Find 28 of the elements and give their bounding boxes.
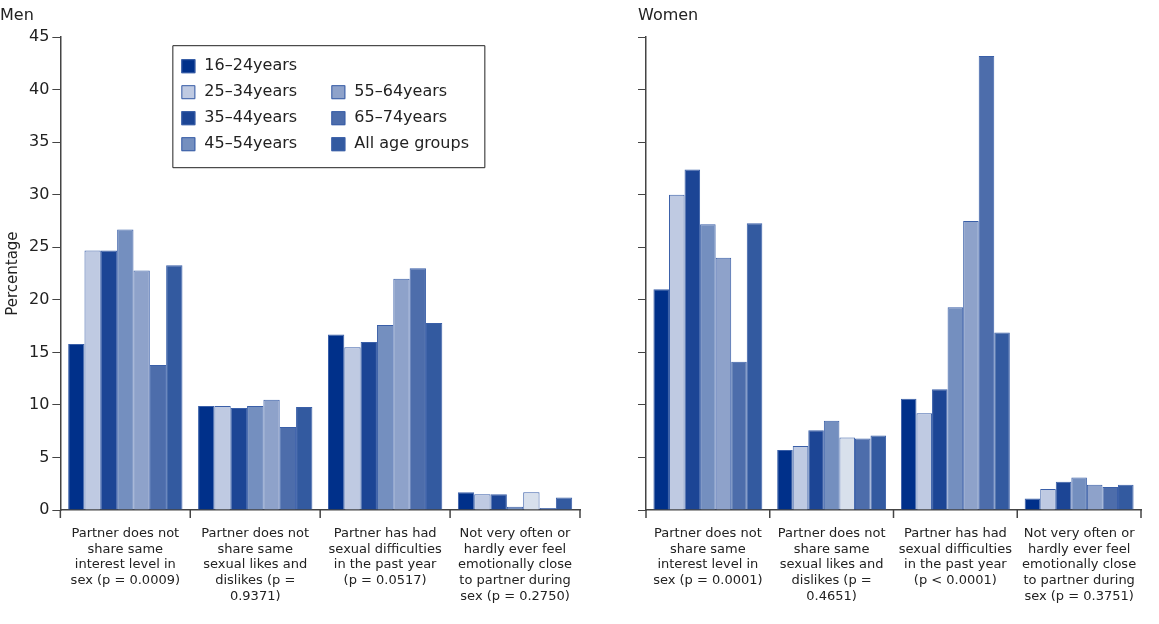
y-tick-label: 0 — [39, 499, 50, 519]
y-axis-title: Percentage — [2, 231, 21, 316]
legend-label: 55–64years — [354, 81, 448, 101]
y-tick-label: 30 — [29, 183, 50, 203]
chart-title: Men — [0, 4, 34, 24]
x-tick-label: Partner does not share same sexual likes and dislikes (p = 0.4651) — [777, 525, 886, 603]
y-tick-label: 20 — [29, 289, 50, 309]
x-tick-label: Partner does not share same interest level in sex (p = 0.0009) — [70, 525, 181, 587]
y-tick-label: 15 — [29, 341, 50, 361]
y-tick-label: 35 — [29, 131, 50, 151]
y-tick-label: 40 — [29, 78, 50, 98]
x-tick-label: Partner does not share same interest level in sex (p = 0.0001) — [653, 525, 763, 587]
legend-label: 65–74years — [354, 107, 448, 127]
x-tick-label: Partner has had sexual difficulties in the past year (p < 0.0001) — [898, 525, 1013, 587]
legend-label: 35–44years — [204, 107, 298, 127]
x-tick-label: Not very often or hardly ever feel emotionally close to partner during sex (p = 0.3751) — [1022, 525, 1137, 603]
y-tick-label: 25 — [29, 236, 50, 256]
legend-label: 45–54years — [204, 133, 298, 153]
x-tick-label: Partner has had sexual difficulties in the past year (p = 0.0517) — [328, 525, 442, 587]
x-tick-label: Partner does not share same sexual likes and dislikes (p = 0.9371) — [201, 525, 310, 603]
y-tick-label: 45 — [29, 26, 50, 46]
y-tick-label: 10 — [29, 394, 50, 414]
chart-title: Women — [638, 4, 699, 24]
legend-label: All age groups — [354, 133, 469, 153]
legend-label: 16–24years — [204, 55, 298, 75]
y-tick-label: 5 — [39, 446, 50, 466]
x-tick-label: Not very often or hardly ever feel emotionally close to partner during sex (p = 0.2750) — [458, 525, 573, 603]
legend-label: 25–34years — [204, 81, 298, 101]
